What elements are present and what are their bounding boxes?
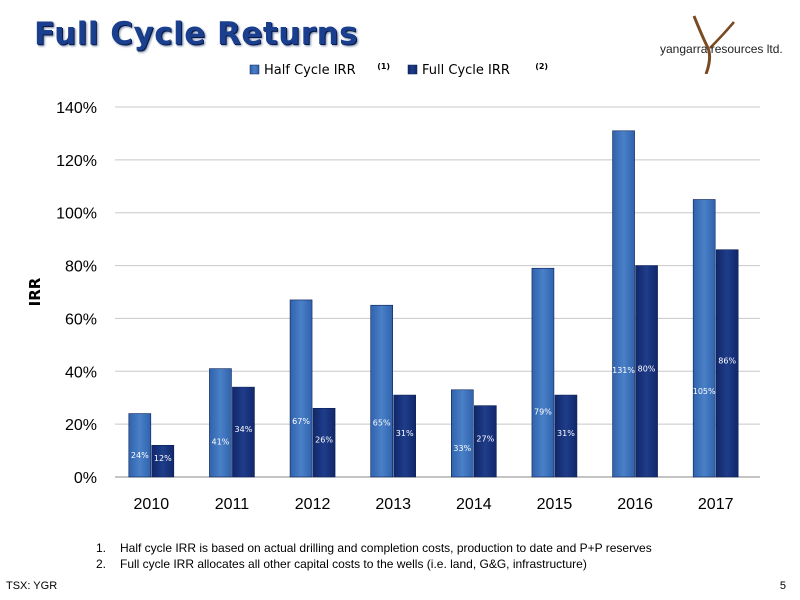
bar-full-2011 [232, 386, 255, 478]
ticker-symbol: TSX: YGR [6, 580, 58, 592]
x-tick-label: 2014 [456, 496, 492, 513]
legend-label-full: Full Cycle IRR [422, 63, 510, 78]
bar-full-2014 [474, 405, 497, 478]
y-tick-label: 80% [65, 259, 97, 276]
legend-swatch-full [407, 64, 418, 75]
data-label-full-2011: 34% [235, 425, 253, 434]
slide-title: Full Cycle Returns [34, 16, 359, 52]
x-tick-label: 2015 [537, 496, 573, 513]
bar-half-2017 [692, 199, 716, 478]
legend-superscript-half: (1) [377, 62, 390, 71]
footnotes: 1. Half cycle IRR is based on actual dril… [96, 540, 652, 572]
y-tick-label: 0% [74, 470, 97, 487]
data-label-half-2017: 105% [693, 387, 716, 396]
data-label-full-2017: 86% [718, 356, 736, 365]
y-tick-label: 40% [65, 364, 97, 381]
data-label-full-2010: 12% [154, 454, 172, 463]
x-tick-label: 2016 [617, 496, 653, 513]
bar-full-2017 [715, 249, 739, 478]
bar-full-2015 [554, 394, 578, 478]
data-label-half-2010: 24% [131, 451, 149, 460]
legend-label-half: Half Cycle IRR [264, 63, 356, 78]
data-label-half-2011: 41% [212, 437, 230, 446]
y-tick-label: 60% [65, 311, 97, 328]
x-tick-label: 2011 [215, 496, 250, 513]
footnote-1: 1. Half cycle IRR is based on actual dril… [96, 540, 652, 556]
data-label-half-2016: 131% [612, 366, 635, 375]
irr-bar-chart: 0% 20% 40% 60% 80% 100% 120% 140% IRR 24% 12% 2010 4… [26, 62, 760, 513]
y-tick-label: 100% [56, 206, 97, 223]
logo-text: yangarra resources ltd. [660, 42, 783, 56]
data-label-half-2013: 65% [373, 418, 391, 427]
y-axis-label: IRR [26, 277, 44, 306]
bar-half-2015 [531, 267, 555, 478]
bar-full-2013 [393, 394, 416, 478]
data-label-full-2016: 80% [638, 364, 656, 373]
y-tick-label: 140% [56, 100, 97, 117]
data-label-half-2014: 33% [453, 444, 471, 453]
bar-full-2010 [151, 444, 175, 478]
bar-half-2014 [451, 389, 474, 478]
bar-half-2013 [370, 304, 393, 478]
data-label-full-2015: 31% [557, 429, 575, 438]
footnote-2: 2. Full cycle IRR allocates all other cap… [96, 556, 652, 572]
data-label-half-2015: 79% [534, 407, 552, 416]
y-tick-label: 120% [56, 153, 97, 170]
data-label-half-2012: 67% [292, 417, 310, 426]
bar-half-2016 [612, 130, 635, 478]
y-tick-label: 20% [65, 417, 97, 434]
footnote-1-number: 1. [96, 541, 107, 555]
footnote-2-number: 2. [96, 557, 107, 571]
footnote-1-text: Half cycle IRR is based on actual drilli… [120, 541, 652, 555]
yangarra-logo-icon [692, 15, 735, 74]
data-label-full-2013: 31% [396, 429, 414, 438]
x-tick-label: 2012 [295, 496, 331, 513]
bar-half-2011 [209, 368, 232, 478]
data-label-full-2014: 27% [476, 434, 494, 443]
x-tick-label: 2013 [375, 496, 411, 513]
bar-full-2012 [312, 407, 336, 478]
x-tick-label: 2017 [698, 496, 734, 513]
bar-half-2010 [128, 413, 152, 478]
page-number: 5 [779, 580, 786, 592]
x-tick-label: 2010 [134, 496, 170, 513]
legend-swatch-half [249, 64, 260, 75]
data-label-full-2012: 26% [315, 436, 333, 445]
bar-full-2016 [635, 265, 658, 478]
legend-superscript-full: (2) [535, 62, 548, 71]
footnote-2-text: Full cycle IRR allocates all other capit… [120, 557, 587, 571]
bar-half-2012 [289, 299, 313, 478]
